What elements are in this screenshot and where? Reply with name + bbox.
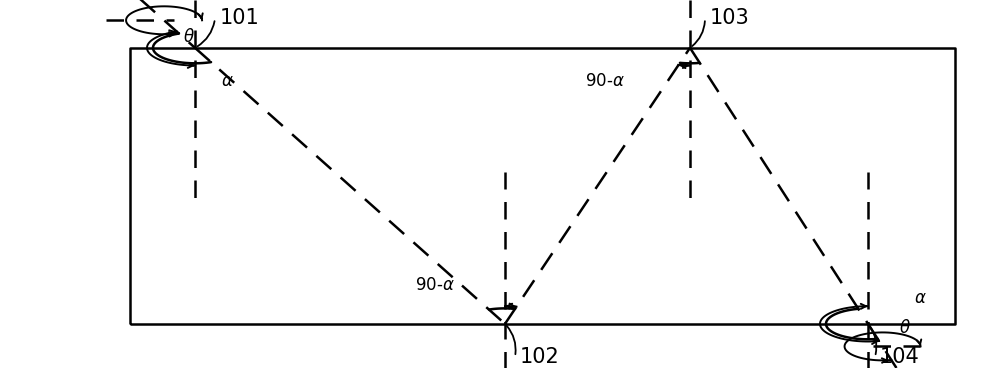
Text: $\alpha$: $\alpha$ <box>221 72 233 90</box>
Text: 103: 103 <box>710 8 750 28</box>
Text: $\theta$: $\theta$ <box>899 319 910 337</box>
Text: $90$-$\alpha$: $90$-$\alpha$ <box>585 72 625 90</box>
Text: $\alpha$: $\alpha$ <box>914 289 926 307</box>
Text: $\theta$: $\theta$ <box>183 28 195 46</box>
Text: $90$-$\alpha$: $90$-$\alpha$ <box>415 276 455 294</box>
Text: 102: 102 <box>520 347 560 367</box>
Text: 101: 101 <box>220 8 260 28</box>
Text: 104: 104 <box>880 347 920 367</box>
